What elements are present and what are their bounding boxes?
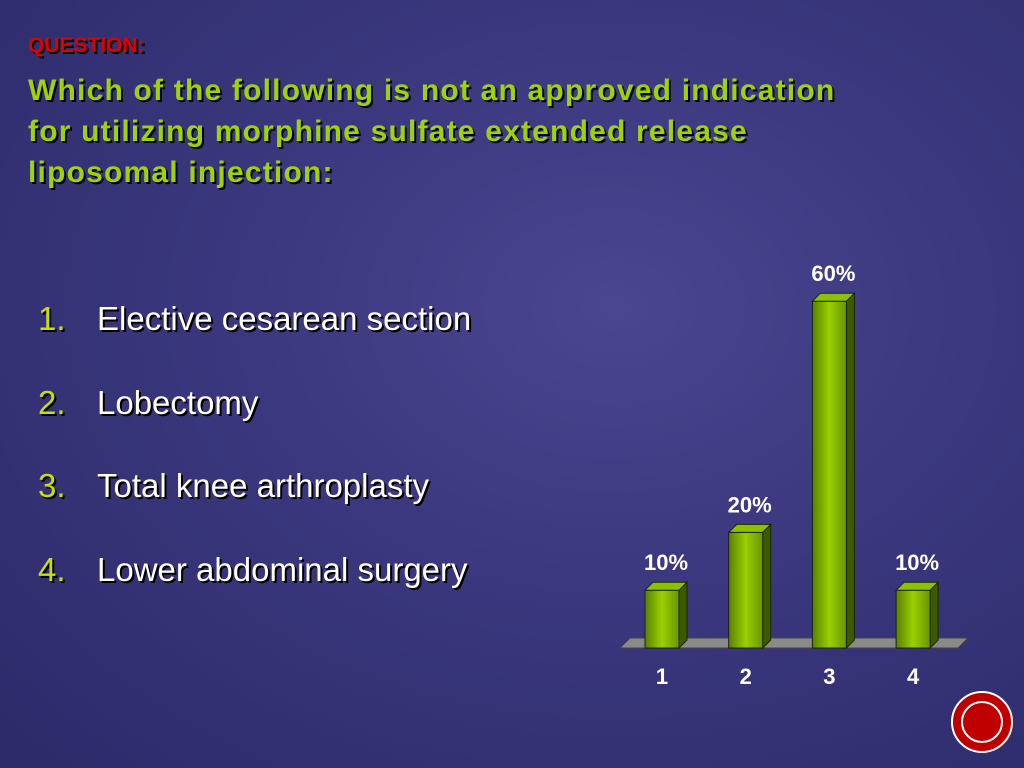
option-number: 2. — [38, 383, 66, 421]
bar-side — [929, 580, 939, 650]
option-number: 3. — [38, 467, 66, 504]
option-text: Lobectomy — [97, 383, 259, 421]
option: 1. Elective cesarean section — [38, 300, 471, 338]
bar-top — [643, 581, 689, 591]
option: 2. Lobectomy — [38, 384, 258, 422]
option-number: 4. — [38, 550, 66, 588]
data-label: 60% — [811, 261, 855, 286]
logo — [951, 691, 1013, 753]
bar — [644, 589, 680, 649]
bar-top — [894, 581, 940, 591]
question-line: Which of the following is not an approve… — [28, 74, 836, 107]
x-tick-label: 3 — [823, 664, 835, 689]
x-tick-label: 1 — [656, 664, 668, 689]
option: 4. Lower abdominal surgery — [38, 551, 468, 589]
bar-top — [727, 523, 772, 533]
x-tick-label: 4 — [907, 664, 920, 689]
bar — [811, 300, 847, 649]
data-label: 10% — [895, 550, 939, 575]
question-line: liposomal injection: — [28, 156, 334, 189]
bar-side — [845, 291, 855, 650]
option-text: Elective cesarean section — [97, 300, 472, 337]
logo-ring — [961, 701, 1003, 743]
data-label: 20% — [728, 492, 772, 517]
option-text: Lower abdominal surgery — [97, 550, 468, 588]
question-label: QUESTION: — [28, 34, 145, 57]
question-line: for utilizing morphine sulfate extended … — [28, 115, 748, 148]
option: 3. Total knee arthroplasty — [38, 467, 429, 505]
bar-side — [678, 580, 688, 650]
bar-top — [811, 292, 856, 302]
bar-side — [762, 523, 772, 650]
x-tick-label: 2 — [740, 664, 752, 689]
bar — [895, 589, 931, 649]
option-number: 1. — [38, 300, 66, 337]
bar — [728, 531, 764, 649]
data-label: 10% — [644, 550, 688, 575]
option-text: Total knee arthroplasty — [97, 467, 430, 504]
